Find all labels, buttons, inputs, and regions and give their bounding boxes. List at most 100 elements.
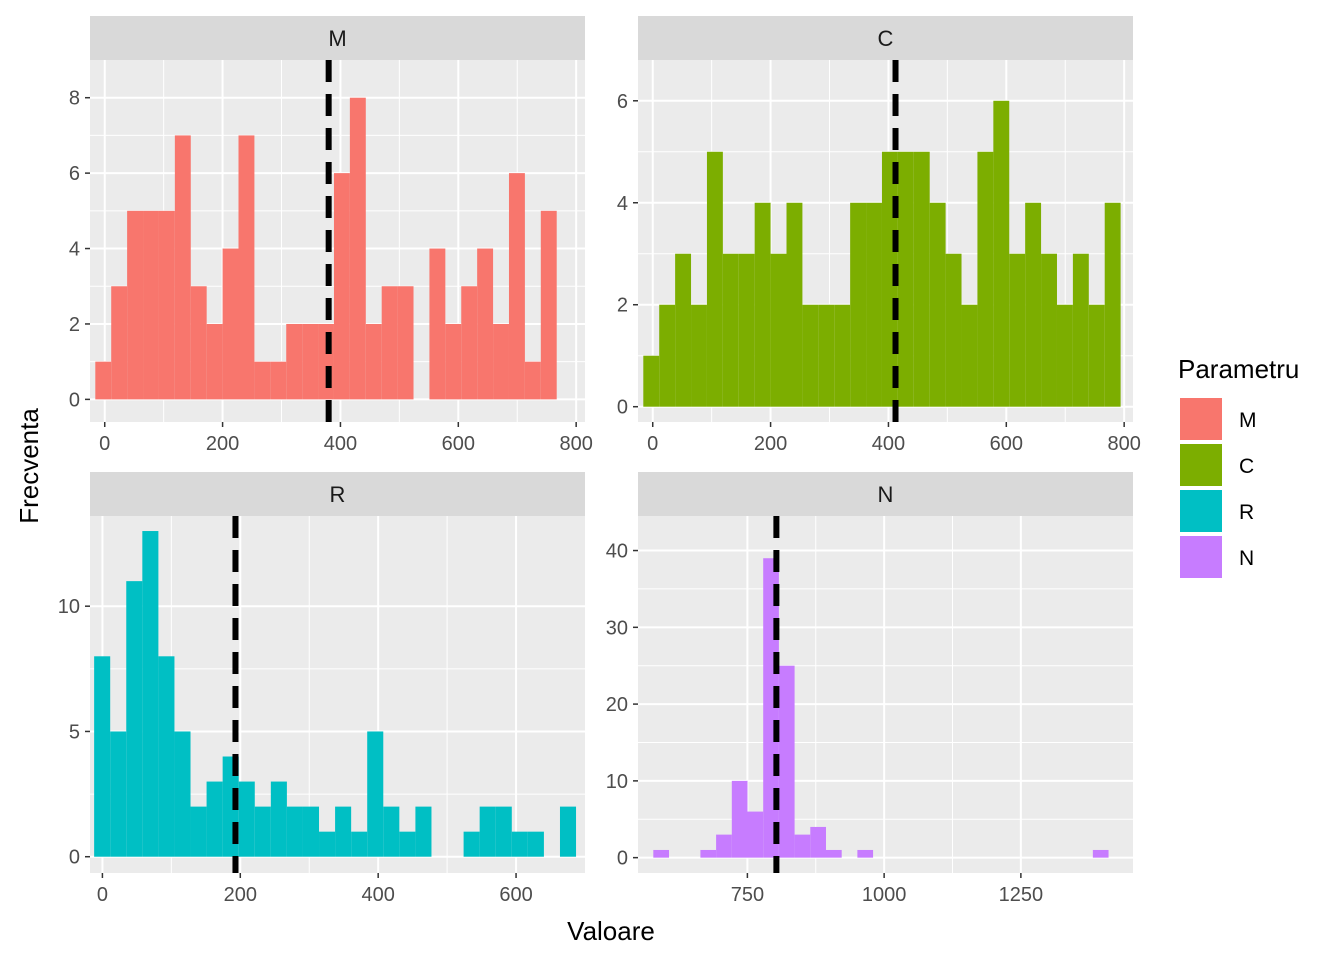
histogram-bar bbox=[524, 361, 541, 400]
facet-strip bbox=[90, 472, 585, 516]
histogram-bar bbox=[1104, 202, 1121, 407]
histogram-bar bbox=[747, 811, 764, 858]
x-tick-label: 1000 bbox=[862, 884, 907, 906]
histogram-bar bbox=[1041, 253, 1057, 407]
histogram-bar bbox=[190, 286, 207, 400]
histogram-bar bbox=[866, 202, 882, 407]
histogram-bar bbox=[399, 831, 416, 857]
histogram-bar bbox=[1025, 202, 1042, 407]
y-tick-label: 10 bbox=[58, 596, 80, 618]
legend-key-swatch bbox=[1180, 536, 1222, 578]
histogram-bar bbox=[731, 780, 748, 858]
x-tick-label: 600 bbox=[499, 884, 532, 906]
histogram-bar bbox=[834, 304, 851, 407]
y-tick-label: 40 bbox=[606, 541, 628, 563]
histogram-bar bbox=[1072, 253, 1089, 407]
histogram-bar bbox=[754, 202, 771, 407]
histogram-bar bbox=[810, 826, 826, 858]
y-tick-label: 6 bbox=[69, 163, 80, 185]
legend-item-C: C bbox=[1180, 444, 1254, 486]
y-tick-label: 30 bbox=[606, 617, 628, 639]
histogram-bar bbox=[857, 849, 874, 858]
histogram-bar bbox=[381, 286, 398, 400]
y-tick-label: 6 bbox=[617, 91, 628, 113]
histogram-bar bbox=[977, 151, 994, 407]
histogram-bar bbox=[110, 731, 127, 857]
histogram-bar bbox=[222, 248, 239, 400]
facet-panel-R: R 0 200 400 600 0 5 10 bbox=[58, 472, 585, 906]
histogram-bar bbox=[94, 656, 111, 857]
x-tick-label: 0 bbox=[97, 884, 108, 906]
histogram-bars bbox=[94, 531, 577, 857]
histogram-bar bbox=[143, 210, 159, 400]
x-tick-label: 0 bbox=[647, 433, 658, 455]
panel-background bbox=[638, 516, 1133, 873]
legend-label: C bbox=[1239, 455, 1254, 478]
histogram-bar bbox=[659, 304, 676, 407]
x-tick-label: 400 bbox=[324, 433, 357, 455]
histogram-bar bbox=[850, 202, 867, 407]
x-tick-label: 0 bbox=[99, 433, 110, 455]
histogram-bar bbox=[238, 135, 255, 400]
y-tick-label: 0 bbox=[617, 848, 628, 870]
histogram-bar bbox=[319, 831, 336, 857]
facet-strip-label: N bbox=[878, 482, 894, 507]
histogram-bar bbox=[1092, 849, 1109, 858]
histogram-bar bbox=[383, 806, 400, 857]
legend-key-swatch bbox=[1180, 490, 1222, 532]
y-tick-label: 20 bbox=[606, 694, 628, 716]
y-axis-title: Frecventa bbox=[14, 408, 44, 524]
histogram-bar bbox=[1009, 253, 1026, 407]
x-tick-label: 750 bbox=[731, 884, 764, 906]
facet-strip bbox=[90, 16, 585, 60]
histogram-bar bbox=[206, 323, 223, 400]
histogram-bars bbox=[643, 100, 1121, 407]
histogram-bar bbox=[365, 323, 382, 400]
legend-title: Parametru bbox=[1178, 354, 1299, 384]
histogram-bar bbox=[993, 100, 1010, 407]
histogram-bar bbox=[367, 731, 384, 857]
y-tick-label: 0 bbox=[69, 847, 80, 869]
legend-key-swatch bbox=[1180, 398, 1222, 440]
histogram-bar bbox=[945, 253, 962, 407]
histogram-bar bbox=[286, 806, 303, 857]
histogram-bar bbox=[961, 304, 978, 407]
histogram-bar bbox=[302, 323, 319, 400]
histogram-bar bbox=[415, 806, 432, 857]
histogram-bar bbox=[1056, 304, 1073, 407]
legend-label: M bbox=[1239, 409, 1257, 432]
histogram-bar bbox=[508, 173, 525, 400]
histogram-bar bbox=[461, 286, 478, 400]
histogram-bar bbox=[238, 781, 255, 857]
histogram-bar bbox=[559, 806, 577, 857]
histogram-bar bbox=[929, 202, 946, 407]
histogram-bar bbox=[174, 135, 191, 400]
histogram-bar bbox=[463, 831, 480, 857]
facet-strip bbox=[638, 16, 1133, 60]
x-tick-label: 200 bbox=[754, 433, 787, 455]
histogram-bar bbox=[706, 151, 723, 407]
axes: 0 200 400 600 800 0 2 4 6 8 bbox=[69, 88, 593, 455]
histogram-bar bbox=[691, 304, 707, 407]
histogram-bar bbox=[335, 806, 352, 857]
x-tick-label: 600 bbox=[442, 433, 475, 455]
histogram-bar bbox=[254, 361, 271, 400]
histogram-bar bbox=[786, 202, 803, 407]
histogram-bar bbox=[540, 210, 557, 400]
x-tick-label: 1250 bbox=[999, 884, 1044, 906]
y-tick-label: 10 bbox=[606, 771, 628, 793]
histogram-bar bbox=[913, 151, 930, 407]
histogram-bar bbox=[643, 355, 660, 407]
histogram-bar bbox=[722, 253, 739, 407]
y-tick-label: 4 bbox=[617, 193, 628, 215]
legend-item-N: N bbox=[1180, 536, 1254, 578]
histogram-bar bbox=[825, 849, 842, 858]
x-tick-label: 400 bbox=[361, 884, 394, 906]
legend-key-swatch bbox=[1180, 444, 1222, 486]
histogram-bar bbox=[495, 806, 512, 857]
histogram-bar bbox=[270, 361, 287, 400]
